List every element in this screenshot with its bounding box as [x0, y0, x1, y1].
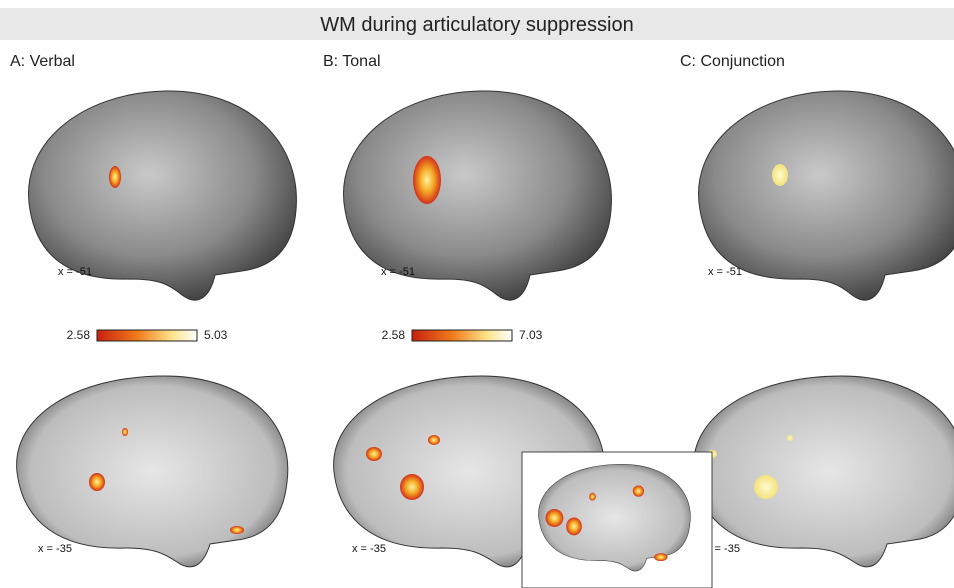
brain-sagittal: [694, 376, 954, 567]
slice-label: x = -35: [38, 543, 72, 555]
panel-label: B: Tonal: [323, 53, 381, 70]
colorbar: [412, 330, 512, 341]
slice-label: x = -51: [58, 266, 92, 278]
panel-label: C: Conjunction: [680, 53, 785, 70]
colorbar-max: 7.03: [519, 328, 543, 342]
slice-label: x = -35: [352, 543, 386, 555]
colorbar: [97, 330, 197, 341]
figure: WM during articulatory suppression A: Ve…: [0, 0, 954, 588]
colorbar-min: 2.58: [382, 328, 406, 342]
colorbar-min: 2.58: [67, 328, 91, 342]
slice-label: x = -51: [381, 266, 415, 278]
colorbar-max: 5.03: [204, 328, 228, 342]
slice-label: x = -51: [708, 266, 742, 278]
inset: [522, 452, 712, 588]
brain-sagittal: [17, 376, 288, 567]
figure-title: WM during articulatory suppression: [320, 14, 633, 36]
panel-label: A: Verbal: [10, 53, 75, 70]
